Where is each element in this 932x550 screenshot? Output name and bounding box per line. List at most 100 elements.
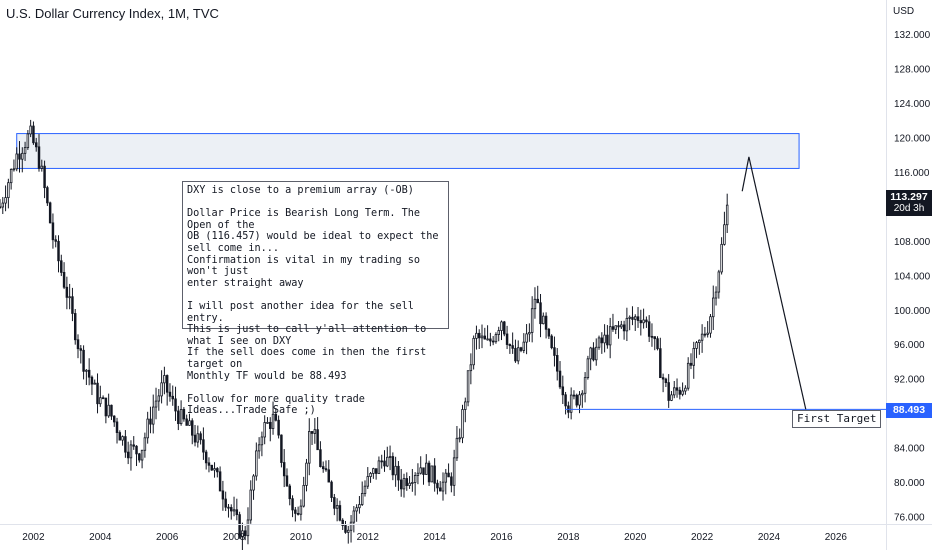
candle-body xyxy=(525,333,528,343)
candle-body xyxy=(188,420,191,426)
candle-body xyxy=(333,497,336,509)
candle-body xyxy=(725,204,729,226)
candle-body xyxy=(227,506,230,509)
time-tick-label: 2012 xyxy=(357,532,380,543)
candle-body xyxy=(480,335,484,339)
candle-body xyxy=(383,460,386,467)
candle-body xyxy=(681,390,684,395)
price-axis[interactable]: 132.000128.000124.000120.000116.000112.0… xyxy=(886,0,931,550)
candle-body xyxy=(528,332,531,335)
candle-body xyxy=(723,224,726,245)
candle-body xyxy=(720,243,723,273)
candle-body xyxy=(285,475,289,487)
candle-body xyxy=(369,472,372,478)
chart-title: U.S. Dollar Currency Index, 1M, TVC xyxy=(6,6,219,21)
candle-body xyxy=(291,498,294,511)
candle-body xyxy=(477,332,481,339)
candle-body xyxy=(595,346,598,361)
candle-body xyxy=(555,355,559,372)
last-price-tag: 113.297 20d 3h xyxy=(886,190,932,216)
annotation-text-box[interactable]: DXY is close to a premium array (-OB) Do… xyxy=(182,181,449,416)
candle-body xyxy=(519,347,523,351)
candle-body xyxy=(257,444,261,452)
candle-body xyxy=(140,449,144,461)
candle-body xyxy=(650,335,654,338)
candle-body xyxy=(274,413,278,421)
candle-body xyxy=(129,444,133,459)
candle-body xyxy=(675,387,679,391)
candle-body xyxy=(489,338,492,342)
candle-body xyxy=(427,462,431,483)
candle-body xyxy=(126,451,130,459)
candle-body xyxy=(625,317,629,332)
candle-body xyxy=(171,395,174,400)
price-tick-label: 116.000 xyxy=(894,168,930,179)
candle-body xyxy=(661,377,665,380)
candle-body xyxy=(411,482,414,484)
candle-body xyxy=(157,395,161,402)
candle-body xyxy=(433,465,436,484)
candle-body xyxy=(561,386,565,396)
candle-body xyxy=(260,436,264,446)
candle-body xyxy=(165,375,169,393)
candle-body xyxy=(132,444,135,447)
candle-body xyxy=(243,530,247,537)
candle-body xyxy=(196,433,200,443)
candle-body xyxy=(216,468,219,473)
candle-body xyxy=(174,398,177,412)
candle-body xyxy=(330,481,333,498)
candle-body xyxy=(586,358,590,379)
candle-body xyxy=(193,434,197,443)
candle-body xyxy=(617,325,620,328)
time-tick-label: 2004 xyxy=(89,532,112,543)
drawings-layer xyxy=(565,156,886,410)
candle-body xyxy=(299,505,303,515)
candle-body xyxy=(249,489,252,521)
candle-body xyxy=(659,348,662,379)
candle-body xyxy=(316,429,319,451)
candle-body xyxy=(444,472,448,483)
candle-body xyxy=(684,387,687,392)
candle-body xyxy=(712,297,715,318)
first-target-label[interactable]: First Target xyxy=(792,410,882,428)
price-tick-label: 100.000 xyxy=(894,306,931,317)
candle-body xyxy=(491,340,495,343)
candle-body xyxy=(386,456,389,467)
candle-body xyxy=(101,397,105,400)
candle-body xyxy=(191,420,194,436)
candle-body xyxy=(0,206,2,209)
last-price-value: 113.297 xyxy=(890,191,928,203)
candle-body xyxy=(608,326,612,346)
candle-body xyxy=(347,529,350,533)
candle-body xyxy=(544,315,548,330)
candle-body xyxy=(647,321,651,337)
price-tick-label: 132.000 xyxy=(894,30,931,41)
candle-body xyxy=(324,468,328,471)
candle-body xyxy=(277,419,280,436)
price-tick-label: 128.000 xyxy=(894,64,931,75)
projection-path xyxy=(741,156,807,410)
candle-body xyxy=(466,370,470,403)
candle-body xyxy=(146,418,149,439)
candle-body xyxy=(221,490,225,500)
candle-body xyxy=(405,478,409,486)
order-block-zone-layer xyxy=(16,133,800,169)
price-tick-label: 92.000 xyxy=(894,375,925,386)
time-axis[interactable]: 2002 2004 2006 2008 2010 2012 2014 2016 2018 2020… xyxy=(0,524,932,544)
candle-body xyxy=(547,328,551,337)
candle-body xyxy=(352,510,356,523)
candle-body xyxy=(115,421,119,433)
candle-body xyxy=(539,302,542,325)
candle-body xyxy=(558,370,562,388)
candle-body xyxy=(606,334,609,346)
candle-body xyxy=(530,308,534,333)
price-tick-label: 104.000 xyxy=(894,271,931,282)
candle-body xyxy=(230,507,233,512)
candle-body xyxy=(408,482,411,486)
candle-body xyxy=(308,431,311,464)
candle-body xyxy=(327,469,331,483)
candle-body xyxy=(469,364,473,372)
candle-body xyxy=(494,334,498,343)
candle-body xyxy=(514,347,517,362)
